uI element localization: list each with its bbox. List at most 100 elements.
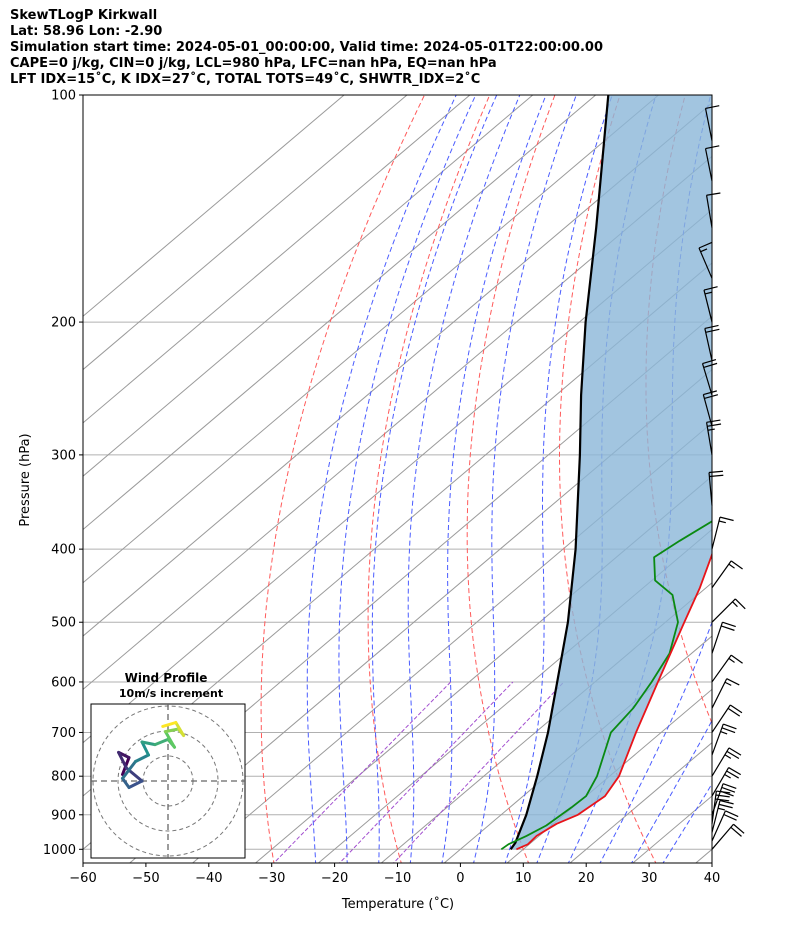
dry-adiabat-70 [727, 78, 794, 865]
barb-flag [728, 747, 742, 756]
dry-adiabat--10 [367, 95, 491, 863]
x-tick-label: 30 [641, 871, 658, 886]
y-tick-label: 300 [51, 448, 76, 463]
wind-barb [711, 810, 739, 842]
x-tick-label: −50 [132, 871, 159, 886]
barb-flag [706, 419, 721, 423]
wind-barb [711, 783, 737, 815]
x-tick-label: −10 [384, 871, 411, 886]
barb-staff [704, 148, 713, 182]
wind-barb [711, 823, 745, 850]
barb-staff [698, 247, 713, 279]
barb-staff [711, 800, 721, 833]
hodograph-segment [140, 740, 157, 747]
x-tick-label: −30 [258, 871, 285, 886]
y-tick-label: 700 [51, 726, 76, 741]
isotherm--10 [380, 582, 712, 863]
hodograph-segment [174, 721, 186, 737]
dewpoint-profile-line [500, 520, 712, 851]
y-tick-label: 200 [51, 316, 76, 331]
barb-flag [708, 470, 724, 474]
barb-flag [702, 358, 717, 365]
hodograph-segment [161, 721, 178, 728]
barb-flag [715, 794, 730, 798]
wind-barb [705, 419, 722, 455]
barb-staff [708, 472, 713, 506]
moist-adiabat-25 [599, 620, 712, 863]
barb-flag [721, 786, 736, 793]
barb-staff [711, 654, 732, 683]
hodograph-segment [140, 740, 150, 757]
barb-flag [733, 823, 745, 834]
wind-barb [703, 286, 718, 323]
barb-staff [705, 422, 713, 455]
y-tick-label: 400 [51, 543, 76, 558]
moist-adiabat-10 [504, 95, 613, 863]
wind-barb [711, 516, 734, 550]
wind-barb [711, 678, 740, 709]
isotherm--100 [83, 102, 712, 637]
barb-flag [720, 625, 735, 631]
hodograph-segment [153, 737, 170, 747]
hodograph [91, 704, 245, 858]
mixing-ratio-2 [392, 681, 565, 863]
wind-barb [711, 560, 743, 589]
y-tick-label: 800 [51, 770, 76, 785]
barb-flag [725, 810, 739, 818]
barb-staff [705, 195, 713, 228]
barb-flag [729, 704, 743, 714]
isotherm--160 [83, 95, 345, 317]
hodograph-title: Wind Profile [125, 671, 208, 685]
parcel-profile-line [509, 95, 610, 850]
plot-area [83, 78, 794, 865]
moist-adiabat--5 [407, 95, 521, 863]
x-tick-label: −60 [69, 871, 96, 886]
barb-half-flag [718, 520, 726, 524]
barb-staff [711, 598, 736, 623]
barb-flag [726, 770, 740, 779]
mixing-ratio-0.4 [273, 681, 452, 863]
wind-barb [711, 799, 734, 833]
barb-flag [707, 423, 722, 427]
hodograph-segment [163, 727, 180, 734]
x-tick-label: 10 [515, 871, 532, 886]
x-axis-label: Temperature (˚C) [341, 896, 454, 912]
x-tick-label: 40 [704, 871, 721, 886]
hodograph-segment [127, 779, 144, 789]
title-coordinates: Lat: 58.96 Lon: -2.90 [10, 24, 163, 39]
wind-barb [708, 470, 724, 506]
title-convective-params: CAPE=0 j/kg, CIN=0 j/kg, LCL=980 hPa, LF… [10, 56, 497, 71]
barb-staff [711, 783, 724, 815]
barb-staff [703, 289, 713, 323]
isotherm--120 [83, 95, 596, 531]
wind-barb [698, 241, 713, 279]
barb-flag [705, 145, 720, 150]
barb-staff [711, 516, 721, 550]
hodograph-segment [117, 750, 128, 770]
barb-staff [711, 747, 730, 777]
wind-barb [711, 747, 742, 777]
wind-barb [704, 324, 720, 361]
dry-adiabat-10 [466, 95, 556, 863]
barb-half-flag [720, 731, 728, 735]
isotherm-10 [506, 688, 712, 863]
barb-half-flag [724, 754, 732, 759]
hodograph-segment [163, 730, 176, 749]
barb-staff [702, 394, 713, 427]
barb-half-flag [700, 248, 708, 253]
barb-flag [734, 598, 746, 610]
y-tick-label: 100 [51, 89, 76, 104]
barb-half-flag [728, 657, 735, 663]
barb-flag [698, 241, 713, 249]
wind-barb [711, 704, 743, 733]
hodograph-subtitle: 10m/s increment [119, 687, 223, 700]
x-tick-label: 0 [456, 871, 464, 886]
moist-adiabat--10 [371, 95, 498, 863]
barb-half-flag [717, 807, 725, 811]
barb-flag [723, 813, 737, 821]
wind-barb [711, 598, 746, 623]
barb-staff [704, 328, 713, 361]
barb-flag [722, 621, 736, 628]
barb-flag [706, 192, 721, 196]
barb-flag [730, 826, 742, 837]
